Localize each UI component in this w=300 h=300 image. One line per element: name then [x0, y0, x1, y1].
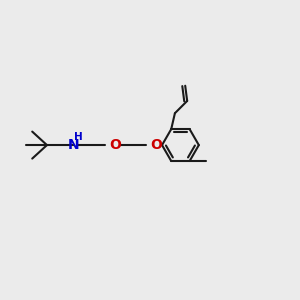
Text: O: O: [110, 138, 122, 152]
Text: O: O: [151, 138, 163, 152]
Text: H: H: [74, 132, 83, 142]
Text: N: N: [68, 138, 80, 152]
